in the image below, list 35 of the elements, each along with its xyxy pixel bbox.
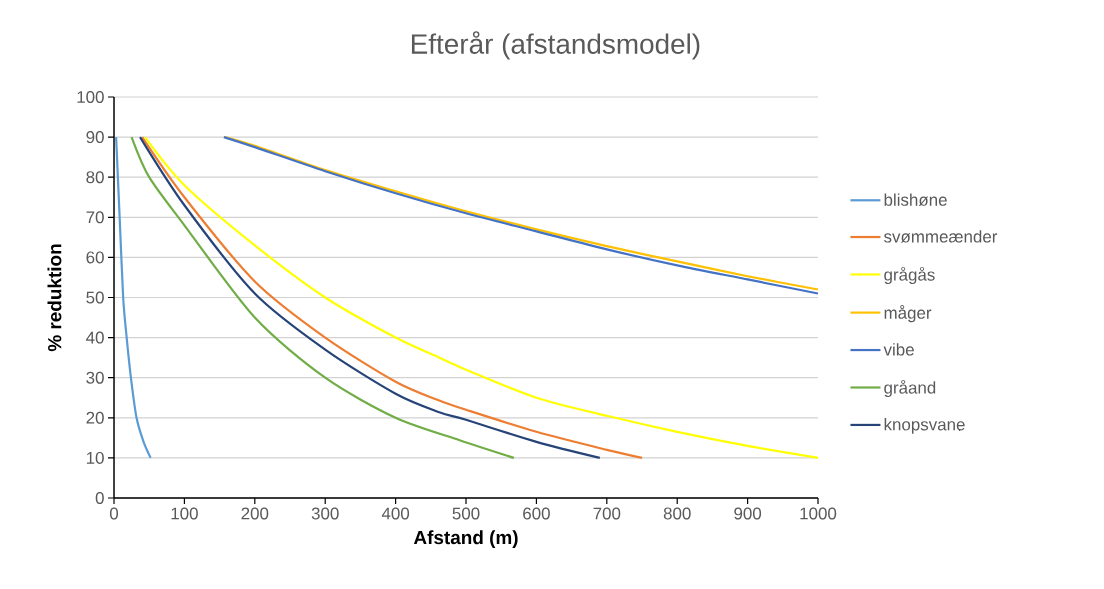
y-tick-label: 60 — [86, 251, 104, 264]
x-tick-label: 200 — [241, 507, 269, 520]
x-tick-label: 1000 — [800, 507, 837, 520]
x-tick-label: 900 — [734, 507, 762, 520]
line-series — [130, 135, 515, 459]
x-tick-label: 100 — [171, 507, 198, 520]
y-tick-label: 20 — [86, 411, 104, 424]
legend-label: svømmeænder — [884, 230, 998, 243]
x-tick-label: 300 — [311, 507, 339, 520]
y-tick-label: 80 — [86, 171, 104, 184]
x-axis-title: Afstand (m) — [413, 530, 518, 548]
y-tick-label: 100 — [77, 90, 104, 103]
y-tick-label: 90 — [86, 131, 104, 144]
y-tick-label: 10 — [86, 451, 104, 464]
legend-label: måger — [884, 305, 932, 323]
x-tick-label: 600 — [523, 507, 550, 520]
x-tick-label: 800 — [663, 507, 691, 520]
legend-label: gråand — [884, 379, 936, 398]
legend-label: grågås — [884, 266, 935, 285]
x-tick-label: 0 — [109, 507, 119, 520]
x-tick-label: 500 — [452, 507, 480, 520]
line-series — [143, 135, 820, 459]
x-tick-label: 700 — [593, 507, 621, 520]
legend-label: knopsvane — [884, 418, 965, 434]
legend-label: blishøne — [884, 193, 947, 206]
legend-label: vibe — [883, 343, 914, 356]
chart-title: Efterår (afstandsmodel) — [411, 31, 700, 60]
y-tick-label: 30 — [86, 371, 104, 384]
line-series — [115, 135, 152, 459]
y-tick-label: 40 — [86, 331, 104, 344]
y-tick-label: 0 — [95, 491, 104, 504]
y-tick-label: 70 — [86, 211, 104, 224]
y-tick-label: 50 — [86, 291, 104, 304]
x-tick-label: 400 — [381, 507, 410, 520]
y-axis-title: % reduktion — [47, 244, 62, 352]
